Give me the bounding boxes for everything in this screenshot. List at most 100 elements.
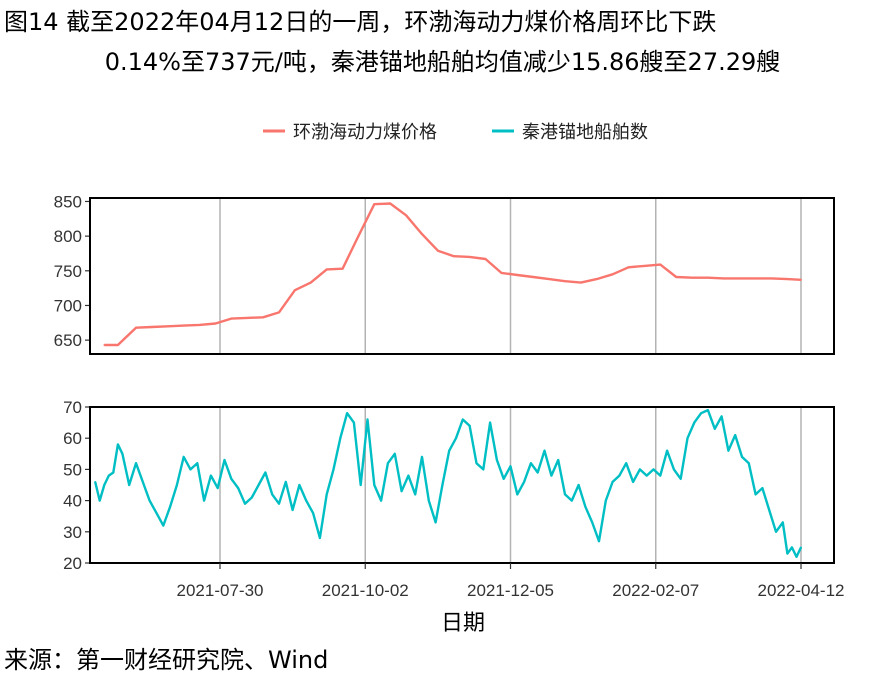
chart-title-line2: 0.14%至737元/吨，秦港锚地船舶均值减少15.86艘至27.29艘	[104, 48, 781, 76]
legend-label-ships: 秦港锚地船舶数	[522, 122, 648, 143]
data-point	[532, 276, 535, 278]
data-point	[523, 481, 525, 483]
data-point	[357, 235, 360, 238]
data-point	[564, 280, 566, 283]
data-point	[452, 255, 455, 258]
data-point	[673, 468, 675, 471]
data-point	[271, 493, 274, 496]
data-point	[795, 555, 798, 558]
data-point	[203, 499, 206, 502]
data-point	[325, 268, 328, 271]
data-point	[421, 456, 423, 458]
data-point	[643, 265, 646, 267]
data-point	[128, 484, 131, 486]
data-point	[754, 277, 757, 280]
data-point	[484, 258, 487, 260]
y-tick-label: 30	[63, 523, 82, 542]
data-point	[761, 487, 764, 489]
data-point	[98, 499, 101, 502]
data-point	[548, 278, 550, 280]
data-point	[800, 546, 802, 549]
data-point	[754, 493, 757, 496]
data-point	[135, 326, 137, 329]
data-point	[639, 468, 641, 471]
data-point	[298, 484, 301, 486]
data-point	[482, 468, 485, 471]
data-point	[121, 452, 124, 455]
data-point	[652, 468, 655, 471]
data-point	[230, 477, 233, 480]
data-point	[584, 505, 587, 508]
legend-label-coal: 环渤海动力煤价格	[293, 122, 437, 143]
data-point	[580, 281, 582, 284]
data-point	[800, 278, 802, 281]
data-point	[618, 474, 621, 477]
data-point	[775, 530, 777, 533]
data-point	[786, 278, 789, 280]
data-point	[448, 449, 451, 452]
data-point	[557, 459, 560, 461]
data-point	[373, 203, 376, 206]
x-tick-label: 2022-04-12	[758, 581, 845, 600]
data-point	[244, 502, 246, 505]
data-point	[679, 477, 682, 480]
data-point	[162, 524, 165, 527]
data-point	[727, 449, 730, 452]
data-point	[216, 487, 219, 489]
data-point	[427, 499, 430, 502]
data-point	[595, 278, 598, 280]
data-point	[117, 344, 119, 346]
data-point	[210, 474, 212, 477]
data-point	[570, 499, 573, 502]
data-point	[455, 437, 457, 440]
data-point	[389, 202, 392, 205]
data-point	[502, 477, 505, 480]
data-point	[475, 462, 478, 465]
data-point	[405, 214, 407, 217]
data-point	[214, 322, 217, 325]
data-point	[246, 317, 249, 319]
chart-title-line1: 图14 截至2022年04月12日的一周，环渤海动力煤价格周环比下跌	[4, 8, 717, 36]
y-tick-label: 60	[63, 429, 82, 448]
data-point	[196, 462, 199, 465]
data-point	[189, 468, 192, 471]
data-point	[786, 552, 789, 555]
data-point	[319, 537, 321, 539]
y-tick-label: 50	[63, 460, 82, 479]
data-point	[536, 471, 539, 474]
data-point	[741, 456, 743, 458]
panel-coal-price: 650 700 750 800 850	[54, 192, 835, 355]
x-tick-label: 2021-10-02	[322, 581, 409, 600]
x-axis-label: 日期	[441, 611, 485, 636]
data-point	[112, 471, 115, 474]
data-point	[675, 276, 678, 278]
data-point	[500, 272, 503, 274]
data-point	[346, 412, 348, 415]
data-point	[94, 481, 97, 483]
data-point	[437, 249, 439, 252]
data-point	[182, 324, 185, 327]
data-point	[359, 484, 362, 486]
data-point	[768, 509, 771, 511]
y-tick-label: 650	[54, 331, 82, 350]
data-point	[141, 481, 144, 483]
data-point	[591, 521, 594, 524]
panel-ship-count: 20 30 40 50 60 70 2021-07-30 2021-10-02 2021-12-…	[63, 398, 844, 600]
y-tick-label: 750	[54, 262, 82, 281]
data-point	[722, 277, 725, 280]
data-point	[791, 546, 793, 549]
data-point	[148, 499, 151, 502]
data-point	[294, 289, 296, 292]
data-point	[720, 415, 723, 418]
data-point	[781, 521, 784, 524]
x-tick-label: 2022-02-07	[612, 581, 699, 600]
y-tick-label: 800	[54, 227, 82, 246]
data-point	[611, 273, 614, 276]
data-point	[509, 465, 512, 468]
data-point	[713, 427, 716, 430]
x-tick-label: 2021-07-30	[177, 581, 264, 600]
data-point	[393, 452, 396, 455]
data-point	[400, 490, 403, 493]
data-point	[387, 462, 389, 465]
